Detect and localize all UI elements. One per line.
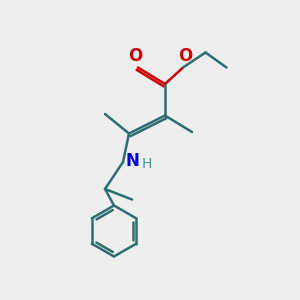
Text: O: O: [178, 47, 193, 65]
Text: H: H: [142, 157, 152, 170]
Text: N: N: [125, 152, 139, 169]
Text: O: O: [128, 47, 143, 65]
